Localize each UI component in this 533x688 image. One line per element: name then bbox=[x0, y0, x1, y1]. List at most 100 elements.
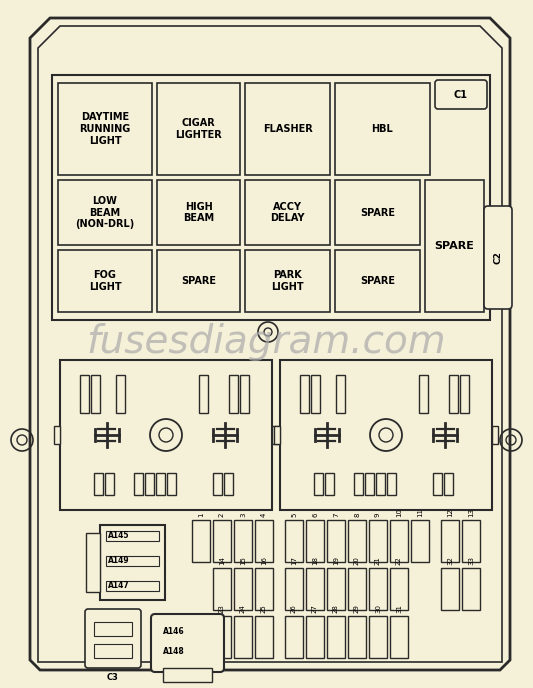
Bar bbox=[335, 180, 420, 245]
Bar bbox=[52, 75, 490, 320]
Text: 30: 30 bbox=[375, 604, 381, 613]
Bar bbox=[255, 520, 273, 562]
Text: 26: 26 bbox=[291, 604, 297, 613]
Text: 18: 18 bbox=[312, 556, 318, 565]
Bar bbox=[348, 568, 366, 610]
Text: A145: A145 bbox=[108, 531, 130, 540]
Bar bbox=[94, 622, 132, 636]
Bar bbox=[306, 616, 324, 658]
Bar bbox=[325, 473, 334, 495]
Bar bbox=[306, 520, 324, 562]
Bar bbox=[58, 250, 152, 312]
Text: FOG
LIGHT: FOG LIGHT bbox=[88, 270, 122, 292]
Text: fusesdiagram.com: fusesdiagram.com bbox=[86, 323, 446, 361]
Bar bbox=[106, 581, 159, 590]
FancyBboxPatch shape bbox=[484, 206, 512, 309]
Bar bbox=[336, 375, 345, 413]
Bar bbox=[311, 375, 320, 413]
Text: HBL: HBL bbox=[372, 124, 393, 134]
Text: 15: 15 bbox=[240, 556, 246, 565]
Bar bbox=[234, 520, 252, 562]
Bar bbox=[462, 568, 480, 610]
Bar bbox=[327, 520, 345, 562]
Bar bbox=[390, 520, 408, 562]
Bar bbox=[433, 473, 442, 495]
Text: 6: 6 bbox=[312, 513, 318, 517]
Bar bbox=[369, 616, 387, 658]
Bar bbox=[86, 533, 100, 592]
Text: A149: A149 bbox=[108, 556, 130, 565]
Bar bbox=[94, 644, 132, 658]
Text: CIGAR
LIGHTER: CIGAR LIGHTER bbox=[175, 118, 222, 140]
Text: A147: A147 bbox=[108, 581, 130, 590]
Text: FLASHER: FLASHER bbox=[263, 124, 312, 134]
Bar bbox=[245, 83, 330, 175]
Bar bbox=[224, 473, 233, 495]
Bar bbox=[492, 426, 498, 444]
Text: 3: 3 bbox=[240, 513, 246, 517]
Bar bbox=[80, 375, 89, 413]
Text: PARK
LIGHT: PARK LIGHT bbox=[271, 270, 304, 292]
Text: 28: 28 bbox=[333, 604, 339, 613]
Text: 23: 23 bbox=[219, 604, 225, 613]
Bar bbox=[272, 426, 278, 444]
Bar bbox=[419, 375, 428, 413]
Text: 27: 27 bbox=[312, 604, 318, 613]
Bar bbox=[106, 530, 159, 541]
Bar bbox=[285, 616, 303, 658]
Bar bbox=[105, 473, 114, 495]
Text: 4: 4 bbox=[261, 513, 267, 517]
Bar bbox=[245, 250, 330, 312]
Bar bbox=[353, 473, 362, 495]
Bar bbox=[166, 473, 175, 495]
Text: 32: 32 bbox=[447, 556, 453, 565]
Bar bbox=[306, 568, 324, 610]
Bar bbox=[91, 375, 100, 413]
Text: 5: 5 bbox=[291, 513, 297, 517]
Text: 9: 9 bbox=[375, 513, 381, 517]
Text: 14: 14 bbox=[219, 556, 225, 565]
Bar bbox=[133, 473, 142, 495]
Text: 25: 25 bbox=[261, 604, 267, 613]
Text: 12: 12 bbox=[447, 508, 453, 517]
Text: SPARE: SPARE bbox=[181, 276, 216, 286]
Text: ACCY
DELAY: ACCY DELAY bbox=[270, 202, 305, 224]
Bar bbox=[255, 616, 273, 658]
Bar bbox=[157, 83, 240, 175]
Text: 20: 20 bbox=[354, 556, 360, 565]
FancyBboxPatch shape bbox=[435, 80, 487, 109]
Bar bbox=[462, 520, 480, 562]
Text: 8: 8 bbox=[354, 513, 360, 517]
Text: DAYTIME
RUNNING
LIGHT: DAYTIME RUNNING LIGHT bbox=[79, 112, 131, 146]
Bar bbox=[58, 180, 152, 245]
Text: C3: C3 bbox=[107, 673, 119, 682]
Bar bbox=[285, 520, 303, 562]
Bar bbox=[335, 250, 420, 312]
Text: 1: 1 bbox=[198, 513, 204, 517]
Text: A148: A148 bbox=[163, 647, 185, 656]
Bar bbox=[199, 375, 208, 413]
Bar bbox=[441, 568, 459, 610]
Bar bbox=[144, 473, 154, 495]
Bar bbox=[390, 568, 408, 610]
Bar bbox=[280, 360, 492, 510]
Bar bbox=[285, 568, 303, 610]
Bar bbox=[156, 473, 165, 495]
Text: SPARE: SPARE bbox=[434, 241, 474, 251]
Text: 22: 22 bbox=[396, 557, 402, 565]
Bar bbox=[376, 473, 384, 495]
Text: 24: 24 bbox=[240, 604, 246, 613]
Bar bbox=[58, 83, 152, 175]
Bar bbox=[234, 568, 252, 610]
Bar bbox=[369, 520, 387, 562]
Bar bbox=[213, 473, 222, 495]
Text: A146: A146 bbox=[163, 627, 184, 636]
Text: 29: 29 bbox=[354, 604, 360, 613]
Bar bbox=[274, 426, 280, 444]
Bar bbox=[386, 473, 395, 495]
Text: 11: 11 bbox=[417, 508, 423, 517]
Text: LOW
BEAM
(NON-DRL): LOW BEAM (NON-DRL) bbox=[75, 196, 135, 229]
Bar bbox=[94, 473, 103, 495]
Bar bbox=[460, 375, 469, 413]
Bar bbox=[157, 250, 240, 312]
